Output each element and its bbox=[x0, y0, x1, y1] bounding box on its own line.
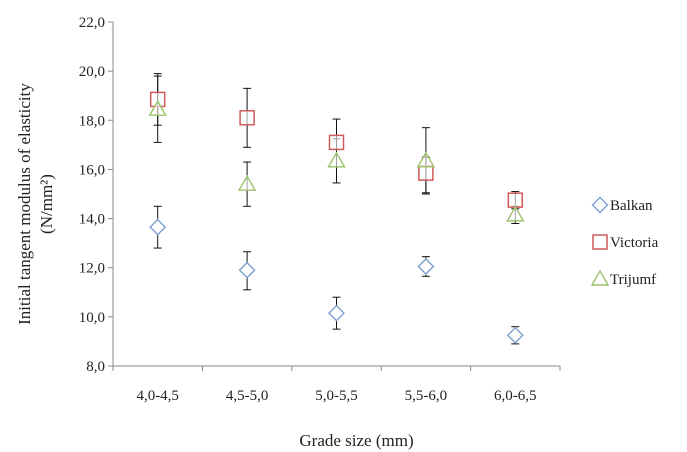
x-axis-title: Grade size (mm) bbox=[299, 431, 413, 450]
y-tick-label: 10,0 bbox=[79, 310, 105, 326]
y-tick-label: 14,0 bbox=[79, 212, 105, 228]
y-tick-label: 12,0 bbox=[79, 261, 105, 277]
data-point-victoria bbox=[507, 192, 524, 208]
data-point-balkan bbox=[238, 261, 256, 279]
axes bbox=[112, 22, 560, 367]
series-balkan-points bbox=[149, 218, 524, 344]
data-point-balkan bbox=[149, 218, 167, 236]
x-ticks: 4,0-4,5 4,5-5,0 5,0-5,5 5,5-6,0 6,0-6,5 bbox=[112, 366, 561, 404]
x-tick-label: 5,5-6,0 bbox=[405, 388, 448, 404]
y-axis-title: Initial tangent modulus of elasticity bbox=[15, 83, 34, 325]
y-tick-label: 18,0 bbox=[79, 113, 105, 129]
legend-label-victoria: Victoria bbox=[610, 235, 659, 251]
y-axis-unit: (N/mm²) bbox=[37, 174, 56, 234]
data-point-victoria bbox=[418, 165, 434, 181]
y-tick-label: 22,0 bbox=[79, 15, 105, 31]
legend-marker-victoria bbox=[592, 234, 608, 250]
y-tick-label: 8,0 bbox=[86, 359, 105, 375]
series-balkan bbox=[153, 205, 520, 345]
x-tick-label: 6,0-6,5 bbox=[494, 388, 537, 404]
data-point-balkan bbox=[417, 257, 435, 275]
series-victoria-points bbox=[149, 91, 524, 208]
legend: Balkan Victoria Trijumf bbox=[590, 196, 659, 288]
data-point-balkan bbox=[506, 326, 524, 344]
data-point-trijumf bbox=[416, 151, 436, 168]
data-point-victoria bbox=[328, 134, 345, 151]
y-axis-title-group: Initial tangent modulus of elasticity (N… bbox=[15, 83, 56, 325]
x-tick-label: 5,0-5,5 bbox=[315, 388, 358, 404]
legend-label-balkan: Balkan bbox=[610, 198, 653, 214]
legend-marker-balkan bbox=[591, 196, 609, 214]
y-tick-label: 16,0 bbox=[79, 162, 105, 178]
data-point-trijumf bbox=[506, 205, 525, 222]
data-point-trijumf bbox=[148, 99, 167, 116]
y-tick-label: 20,0 bbox=[79, 64, 105, 80]
series bbox=[148, 73, 525, 345]
y-ticks: 8,0 10,0 12,0 14,0 16,0 18,0 20,0 22,0 bbox=[79, 15, 113, 375]
data-point-trijumf bbox=[237, 174, 257, 191]
data-point-balkan bbox=[328, 304, 345, 322]
data-point-victoria bbox=[239, 110, 255, 126]
legend-marker-trijumf bbox=[590, 269, 610, 286]
legend-label-trijumf: Trijumf bbox=[610, 272, 656, 288]
x-tick-label: 4,5-5,0 bbox=[226, 388, 269, 404]
x-tick-label: 4,0-4,5 bbox=[136, 388, 179, 404]
data-point-trijumf bbox=[327, 151, 346, 168]
series-trijumf-points bbox=[148, 99, 525, 222]
